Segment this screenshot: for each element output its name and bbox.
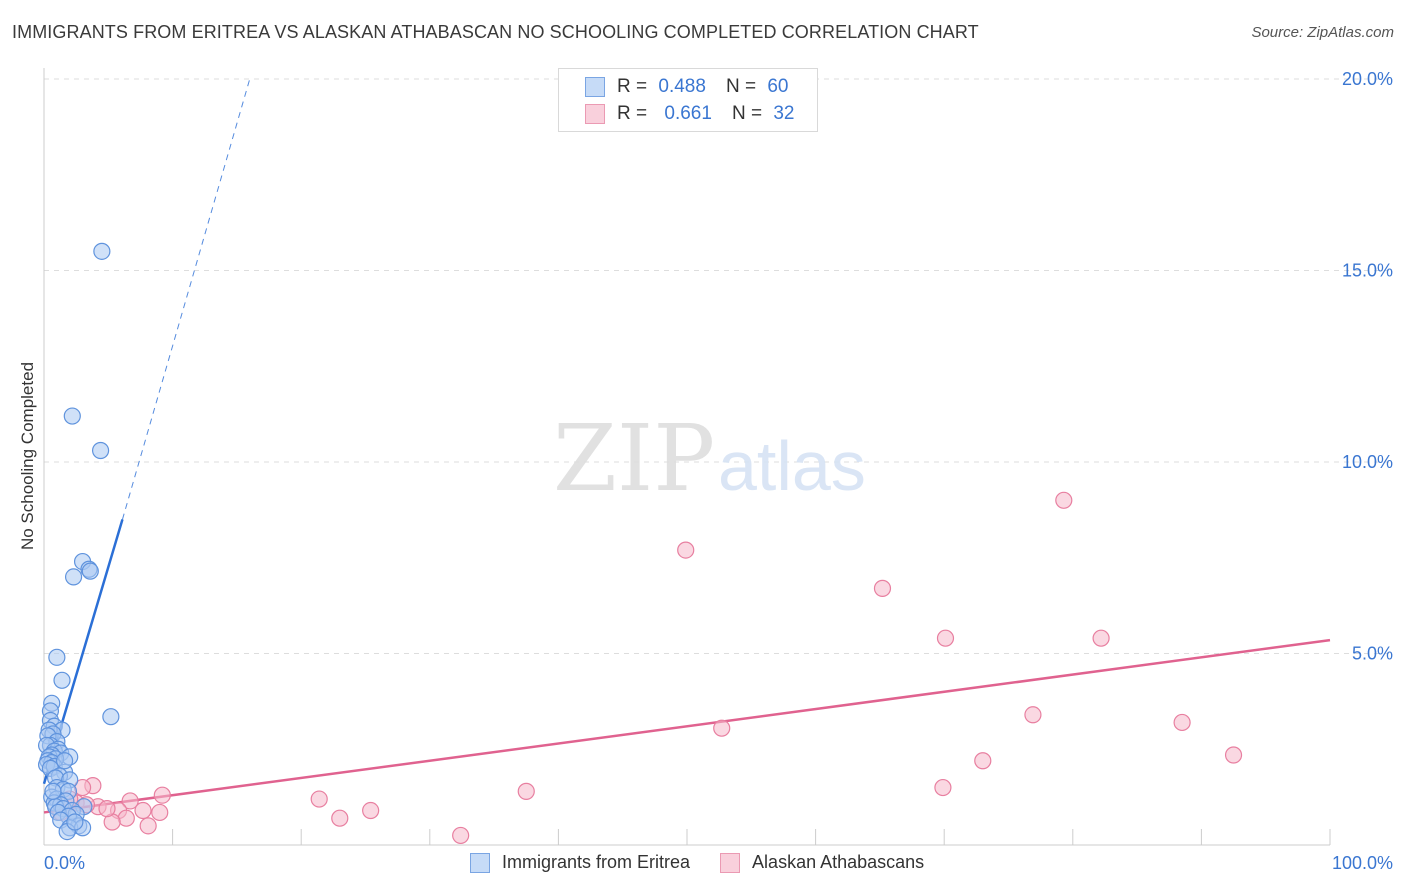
series-legend: Immigrants from Eritrea Alaskan Athabasc… bbox=[470, 852, 954, 873]
point-athabascan bbox=[98, 800, 116, 818]
point-eritrea bbox=[63, 407, 81, 425]
point-athabascan bbox=[1224, 746, 1243, 764]
grid-lines bbox=[44, 78, 1394, 654]
point-eritrea bbox=[53, 671, 71, 689]
legend-item-athabascan[interactable]: Alaskan Athabascans bbox=[720, 852, 924, 873]
r-value: 0.488 bbox=[658, 76, 706, 97]
n-value: 60 bbox=[767, 76, 789, 97]
point-athabascan bbox=[936, 629, 955, 647]
point-eritrea bbox=[102, 708, 120, 726]
legend-row-athabascan: R = 0.661 N = 32 bbox=[585, 102, 794, 126]
legend-swatch-blue bbox=[470, 852, 490, 873]
point-eritrea bbox=[93, 242, 111, 260]
y-tick-label: 20.0% bbox=[1342, 69, 1393, 89]
trend-line-eritrea-extension bbox=[121, 78, 251, 520]
watermark: ZIP atlas bbox=[553, 405, 866, 512]
point-athabascan bbox=[1024, 706, 1042, 724]
r-value: 0.661 bbox=[664, 103, 712, 124]
correlation-legend: R = 0.488 N = 60 R = 0.661 N = 32 bbox=[558, 68, 818, 132]
point-athabascan bbox=[677, 541, 695, 559]
legend-label-eritrea: Immigrants from Eritrea bbox=[502, 852, 691, 872]
point-athabascan bbox=[139, 817, 157, 835]
y-tick-label: 15.0% bbox=[1342, 261, 1393, 281]
point-athabascan bbox=[452, 826, 470, 845]
point-athabascan bbox=[934, 778, 952, 797]
x-tick-label-min: 0.0% bbox=[44, 853, 85, 873]
point-athabascan bbox=[117, 809, 135, 827]
point-athabascan bbox=[310, 790, 328, 808]
watermark-atlas: atlas bbox=[718, 427, 866, 505]
point-athabascan bbox=[153, 786, 171, 804]
legend-swatch-blue bbox=[585, 77, 605, 97]
data-points bbox=[37, 242, 1243, 845]
trend-line-athabascan bbox=[43, 638, 1331, 814]
legend-item-eritrea[interactable]: Immigrants from Eritrea bbox=[470, 852, 690, 873]
r-key: R = bbox=[617, 103, 648, 124]
point-eritrea bbox=[64, 568, 83, 586]
point-eritrea bbox=[48, 648, 66, 666]
tick-labels: 5.0% 10.0% 15.0% 20.0% 0.0% 100.0% bbox=[44, 69, 1393, 873]
y-tick-label: 10.0% bbox=[1342, 452, 1393, 472]
point-athabascan bbox=[517, 782, 535, 800]
point-eritrea bbox=[55, 752, 74, 770]
point-athabascan bbox=[134, 801, 152, 820]
n-value: 32 bbox=[773, 103, 795, 124]
point-eritrea bbox=[91, 441, 110, 460]
x-tick-label-max: 100.0% bbox=[1332, 853, 1393, 873]
point-athabascan bbox=[1173, 713, 1191, 732]
point-athabascan bbox=[873, 579, 892, 597]
point-athabascan bbox=[1092, 629, 1110, 647]
y-tick-label: 5.0% bbox=[1352, 644, 1393, 664]
n-key: N = bbox=[725, 76, 757, 97]
legend-swatch-pink bbox=[585, 104, 605, 124]
legend-label-athabascan: Alaskan Athabascans bbox=[752, 852, 925, 872]
watermark-zip: ZIP bbox=[553, 405, 715, 512]
point-athabascan bbox=[331, 809, 349, 827]
chart-title: IMMIGRANTS FROM ERITREA VS ALASKAN ATHAB… bbox=[12, 22, 979, 42]
legend-row-eritrea: R = 0.488 N = 60 bbox=[585, 75, 788, 99]
legend-swatch-pink bbox=[720, 852, 741, 873]
r-key: R = bbox=[617, 76, 648, 97]
n-key: N = bbox=[731, 103, 763, 124]
point-eritrea bbox=[81, 562, 99, 580]
point-athabascan bbox=[713, 719, 731, 737]
point-eritrea bbox=[66, 813, 84, 831]
point-athabascan bbox=[1055, 491, 1073, 509]
point-athabascan bbox=[974, 752, 992, 770]
point-athabascan bbox=[151, 803, 169, 822]
point-eritrea bbox=[44, 782, 62, 800]
point-athabascan bbox=[362, 801, 380, 820]
point-athabascan bbox=[121, 792, 139, 810]
source-label: Source: ZipAtlas.com bbox=[1251, 24, 1394, 41]
